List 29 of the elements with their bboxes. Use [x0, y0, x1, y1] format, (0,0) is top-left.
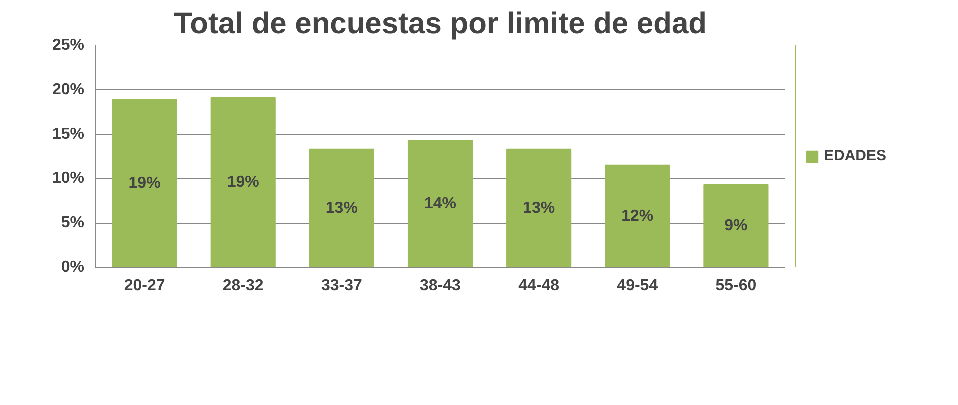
- data-label: 19%: [227, 174, 260, 192]
- bar: [309, 148, 374, 268]
- data-label: 12%: [622, 208, 654, 225]
- x-tick-label: 55-60: [716, 278, 757, 294]
- bar: [704, 184, 769, 268]
- bar: [112, 99, 178, 268]
- bar: [506, 148, 572, 268]
- y-tick-label: 15%: [52, 126, 85, 143]
- bar: [210, 97, 276, 268]
- x-tick-label: 38-43: [420, 278, 462, 294]
- bar: [605, 164, 670, 268]
- x-tick-label: 33-37: [321, 278, 362, 294]
- x-tick-label: 49-54: [617, 278, 658, 294]
- x-tick-label: 28-32: [222, 278, 264, 294]
- y-tick-label: 25%: [52, 37, 85, 54]
- x-tick-label: 44-48: [518, 278, 560, 294]
- data-label: 13%: [326, 200, 358, 217]
- data-label: 14%: [424, 196, 457, 213]
- bar: [408, 140, 474, 268]
- data-label: 13%: [523, 200, 556, 217]
- data-label: 19%: [128, 175, 161, 192]
- legend-label: EDADES: [824, 148, 887, 164]
- y-tick-label: 0%: [61, 259, 84, 276]
- data-label: 9%: [724, 218, 748, 235]
- y-tick-label: 5%: [61, 214, 84, 232]
- x-tick-label: 20-27: [124, 278, 166, 294]
- y-tick-label: 20%: [52, 81, 85, 98]
- chart-title: Total de encuestas por limite de edad: [174, 8, 707, 40]
- y-tick-label: 10%: [52, 170, 85, 188]
